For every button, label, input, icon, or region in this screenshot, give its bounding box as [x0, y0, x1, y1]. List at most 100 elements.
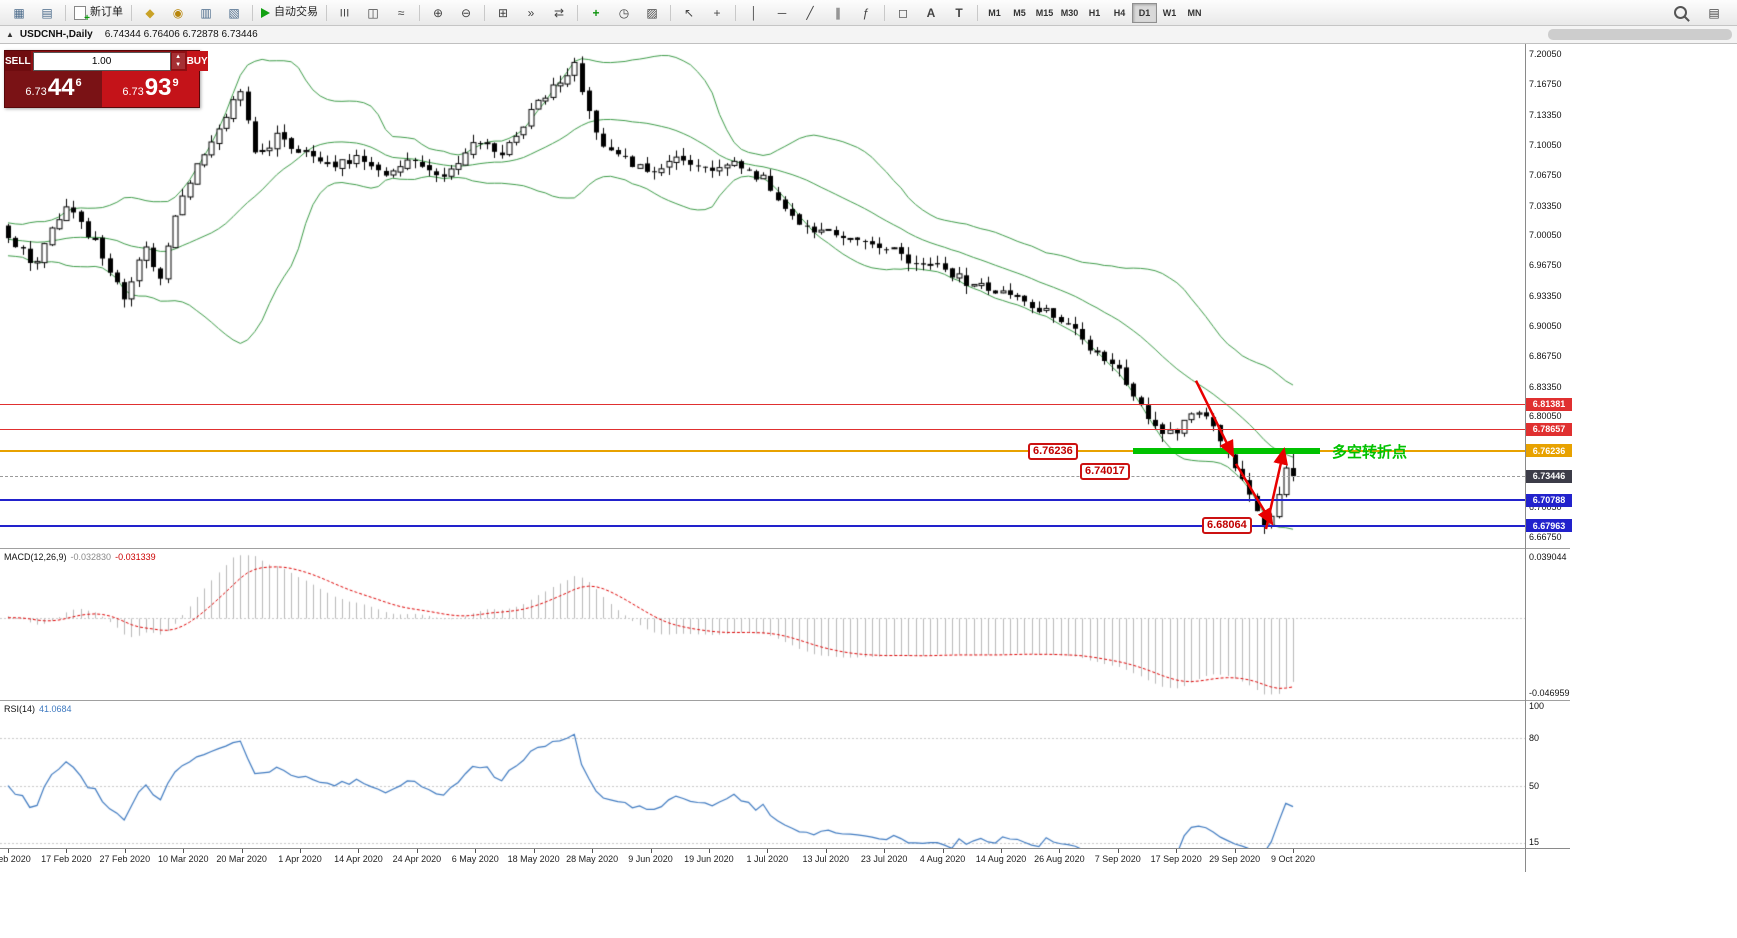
buy-price-big: 93: [144, 74, 172, 101]
price-callout-label[interactable]: 6.76236: [1028, 442, 1078, 460]
cursor-icon[interactable]: ↖: [683, 5, 695, 20]
autotrading-button[interactable]: 自动交易: [257, 2, 322, 24]
chart-shift-icon[interactable]: ⇄: [553, 5, 565, 20]
candlestick-chart-icon[interactable]: ◫: [367, 5, 379, 20]
bar-chart-icon[interactable]: |||: [340, 7, 350, 17]
main-chart-canvas[interactable]: [0, 44, 1525, 548]
date-tick: [884, 849, 886, 853]
rsi-scale-label: 100: [1529, 701, 1545, 711]
crosshair-icon[interactable]: +: [713, 5, 721, 20]
timeframe-m5-button[interactable]: M5: [1013, 7, 1026, 18]
date-label: 23 Jul 2020: [860, 854, 908, 864]
rsi-value: 41.0684: [39, 704, 72, 714]
toolbar-separator: [977, 4, 978, 21]
macd-indicator-label: MACD(12,26,9) -0.032830 -0.031339: [4, 552, 160, 562]
date-tick: [942, 849, 944, 853]
timeframe-m1-button[interactable]: M1: [988, 7, 1001, 18]
bid-axis-label: 6.73446: [1526, 469, 1572, 483]
macd-scale-min: -0.046959: [1529, 688, 1570, 698]
timeframe-m15-button[interactable]: M15: [1035, 7, 1054, 18]
auto-scroll-icon[interactable]: »: [527, 5, 535, 20]
vertical-line-icon[interactable]: │: [750, 5, 758, 20]
sell-price-big: 44: [47, 74, 75, 101]
volume-input[interactable]: [32, 51, 171, 71]
indicators-icon[interactable]: +: [592, 5, 600, 20]
panel-resize-handle[interactable]: [0, 700, 1570, 701]
timeframe-w1-button[interactable]: W1: [1162, 7, 1177, 18]
date-label: 18 May 2020: [507, 854, 560, 864]
price-scale-label: 7.16750: [1529, 79, 1562, 90]
chart-caption-bar: ▲ USDCNH-,Daily 6.74344 6.76406 6.72878 …: [0, 26, 1737, 44]
market-watch-icon[interactable]: ▥: [200, 5, 212, 20]
price-scale-label: 6.66750: [1529, 531, 1562, 542]
horizontal-line-6.76236[interactable]: [0, 449, 1525, 452]
metaeditor-icon[interactable]: ◆: [145, 5, 155, 20]
horizontal-line-6.78657[interactable]: [0, 428, 1525, 430]
price-scale-label: 6.70050: [1529, 501, 1562, 512]
turning-point-line[interactable]: [1133, 447, 1320, 454]
panels-icon[interactable]: ▤: [1708, 5, 1720, 20]
toolbar-separator: [735, 4, 736, 21]
price-axis-border: [1525, 44, 1526, 872]
date-label: 24 Apr 2020: [392, 854, 442, 864]
rsi-indicator-label: RSI(14) 41.0684: [4, 704, 76, 714]
volume-down-button[interactable]: [171, 61, 185, 69]
date-label: 3 Feb 2020: [0, 854, 31, 864]
tile-windows-icon[interactable]: ⊞: [497, 5, 509, 20]
scrollbar-thumb[interactable]: [1548, 29, 1732, 40]
timeframe-h1-button[interactable]: H1: [1088, 7, 1101, 18]
periods-icon[interactable]: ◷: [618, 5, 630, 20]
level-axis-label-6.78657: 6.78657: [1526, 422, 1572, 436]
sell-price-display[interactable]: 6.73 44 6: [5, 71, 102, 107]
timeframe-m30-button[interactable]: M30: [1060, 7, 1079, 18]
horizontal-line-6.81381[interactable]: [0, 403, 1525, 405]
toolbar-separator: [131, 4, 132, 21]
trade-panel-toggle-icon[interactable]: ▲: [6, 30, 14, 39]
text-label-icon[interactable]: A: [926, 5, 936, 20]
price-callout-label[interactable]: 6.68064: [1202, 516, 1252, 534]
trendline-icon[interactable]: ╱: [806, 5, 814, 20]
date-label: 20 Mar 2020: [216, 854, 267, 864]
channel-icon[interactable]: ∥: [835, 5, 841, 20]
price-scale-label: 7.10050: [1529, 139, 1562, 150]
date-tick: [708, 849, 710, 853]
timeframe-mn-button[interactable]: MN: [1187, 7, 1202, 18]
date-label: 17 Sep 2020: [1150, 854, 1202, 864]
community-icon[interactable]: ◉: [172, 5, 184, 20]
price-scale-label: 6.83350: [1529, 381, 1562, 392]
panel-resize-handle[interactable]: [0, 548, 1570, 549]
buy-button[interactable]: BUY: [186, 51, 208, 71]
macd-panel-canvas[interactable]: [0, 550, 1525, 700]
zoom-out-icon[interactable]: ⊖: [460, 5, 472, 20]
toolbar-separator: [577, 4, 578, 21]
buy-price-prefix: 6.73: [122, 86, 144, 98]
horizontal-line-6.67963[interactable]: [0, 524, 1525, 527]
price-callout-label[interactable]: 6.74017: [1080, 462, 1130, 480]
fibonacci-icon[interactable]: ƒ: [862, 5, 870, 20]
new-order-button[interactable]: 新订单: [70, 2, 127, 24]
price-scale-label: 6.86750: [1529, 350, 1562, 361]
date-tick: [650, 849, 652, 853]
rsi-panel-canvas[interactable]: [0, 702, 1525, 848]
new-chart-icon[interactable]: ▦: [13, 5, 25, 20]
price-scale-label: 7.20050: [1529, 49, 1562, 60]
horizontal-line-icon[interactable]: ─: [777, 5, 787, 20]
horizontal-line-6.70788[interactable]: [0, 499, 1525, 502]
search-icon[interactable]: [1666, 2, 1694, 24]
volume-up-button[interactable]: [171, 53, 185, 61]
sell-button[interactable]: SELL: [5, 51, 31, 71]
text-icon[interactable]: T: [955, 5, 963, 20]
timeframe-h4-button[interactable]: H4: [1113, 7, 1126, 18]
chart-ohlc-values: 6.74344 6.76406 6.72878 6.73446: [104, 29, 258, 40]
templates-icon[interactable]: ▨: [646, 5, 658, 20]
shapes-icon[interactable]: ◻: [898, 5, 908, 20]
date-tick: [825, 849, 827, 853]
chart-title: USDCNH-,Daily: [19, 29, 93, 40]
line-chart-icon[interactable]: ≈: [397, 5, 405, 20]
toolbar-separator: [884, 4, 885, 21]
buy-price-display[interactable]: 6.73 93 9: [102, 71, 199, 107]
zoom-in-icon[interactable]: ⊕: [432, 5, 444, 20]
timeframe-d1-button[interactable]: D1: [1132, 2, 1157, 23]
navigator-icon[interactable]: ▧: [228, 5, 240, 20]
chart-profiles-icon[interactable]: ▤: [41, 5, 53, 20]
